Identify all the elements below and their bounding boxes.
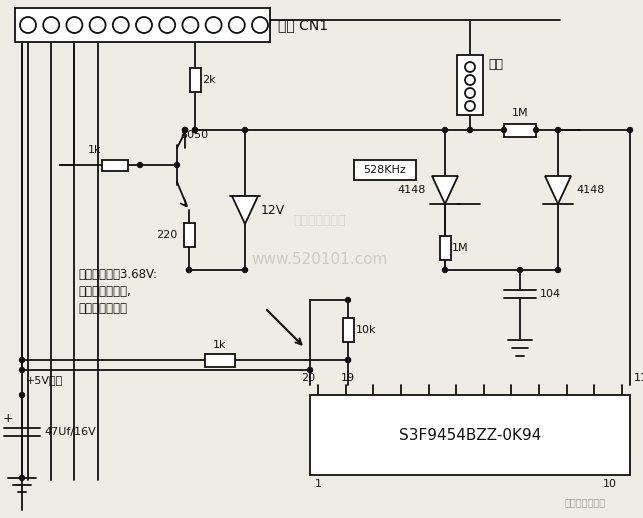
- Text: 当触摸任一键时,: 当触摸任一键时,: [78, 285, 131, 298]
- Bar: [310, 395, 630, 475]
- Circle shape: [183, 17, 199, 33]
- Bar: [190, 68, 201, 92]
- Bar: [440, 236, 451, 260]
- Circle shape: [442, 127, 448, 133]
- Text: 11: 11: [634, 373, 643, 383]
- Text: 220: 220: [156, 230, 177, 240]
- Text: 1M: 1M: [452, 243, 469, 253]
- Text: 插座 CN1: 插座 CN1: [278, 18, 328, 32]
- Text: 家电维修资料网: 家电维修资料网: [294, 213, 346, 226]
- Circle shape: [206, 17, 222, 33]
- Bar: [457, 55, 483, 115]
- Circle shape: [183, 127, 188, 133]
- Text: 12V: 12V: [261, 204, 285, 217]
- Text: 104: 104: [540, 289, 561, 299]
- Text: 20: 20: [301, 373, 315, 383]
- Text: 8050: 8050: [180, 130, 208, 140]
- Text: 19: 19: [341, 373, 355, 383]
- Bar: [205, 353, 235, 367]
- Bar: [354, 160, 416, 180]
- Circle shape: [252, 17, 268, 33]
- Text: 1k: 1k: [88, 145, 102, 155]
- Bar: [102, 160, 128, 170]
- Circle shape: [136, 17, 152, 33]
- Circle shape: [242, 127, 248, 133]
- Text: 开关: 开关: [488, 59, 503, 71]
- Text: www.520101.com: www.520101.com: [252, 252, 388, 267]
- Circle shape: [113, 17, 129, 33]
- Text: 528KHz: 528KHz: [364, 165, 406, 175]
- Bar: [15, 8, 270, 42]
- Circle shape: [442, 267, 448, 272]
- Circle shape: [20, 17, 36, 33]
- Text: 该端电压降低。: 该端电压降低。: [78, 302, 127, 315]
- Circle shape: [242, 267, 248, 272]
- Circle shape: [159, 17, 175, 33]
- Polygon shape: [545, 176, 571, 204]
- Text: 1M: 1M: [512, 108, 529, 118]
- Bar: [343, 318, 354, 342]
- Circle shape: [186, 267, 192, 272]
- Polygon shape: [432, 176, 458, 204]
- Text: 家电维修资料网: 家电维修资料网: [565, 497, 606, 507]
- Circle shape: [345, 297, 350, 303]
- Text: +: +: [3, 411, 14, 424]
- Circle shape: [345, 357, 350, 363]
- Circle shape: [186, 267, 192, 272]
- Text: 4148: 4148: [576, 185, 604, 195]
- Text: 1: 1: [314, 479, 322, 489]
- Bar: [504, 123, 536, 137]
- Circle shape: [89, 17, 105, 33]
- Circle shape: [183, 127, 188, 133]
- Circle shape: [192, 127, 197, 133]
- Circle shape: [192, 127, 197, 133]
- Circle shape: [19, 476, 24, 481]
- Circle shape: [66, 17, 82, 33]
- Circle shape: [19, 393, 24, 397]
- Circle shape: [19, 367, 24, 372]
- Circle shape: [467, 127, 473, 133]
- Polygon shape: [232, 196, 258, 224]
- Circle shape: [229, 17, 245, 33]
- Text: +5V电源: +5V电源: [26, 375, 63, 385]
- Text: 2k: 2k: [202, 75, 215, 85]
- Circle shape: [307, 367, 312, 372]
- Text: 10: 10: [603, 479, 617, 489]
- Text: 4148: 4148: [397, 185, 426, 195]
- Circle shape: [556, 127, 561, 133]
- Circle shape: [43, 17, 59, 33]
- Circle shape: [534, 127, 538, 133]
- Circle shape: [174, 163, 179, 167]
- Text: 47Uf/16V: 47Uf/16V: [44, 427, 96, 437]
- Circle shape: [345, 357, 350, 363]
- Circle shape: [518, 267, 523, 272]
- Bar: [183, 223, 194, 247]
- Text: 10k: 10k: [356, 325, 377, 335]
- Text: S3F9454BZZ-0K94: S3F9454BZZ-0K94: [399, 427, 541, 442]
- Circle shape: [138, 163, 143, 167]
- Circle shape: [502, 127, 507, 133]
- Text: 静止状态下为3.68V:: 静止状态下为3.68V:: [78, 268, 157, 281]
- Circle shape: [19, 357, 24, 363]
- Text: 1k: 1k: [213, 340, 227, 350]
- Circle shape: [556, 267, 561, 272]
- Circle shape: [628, 127, 633, 133]
